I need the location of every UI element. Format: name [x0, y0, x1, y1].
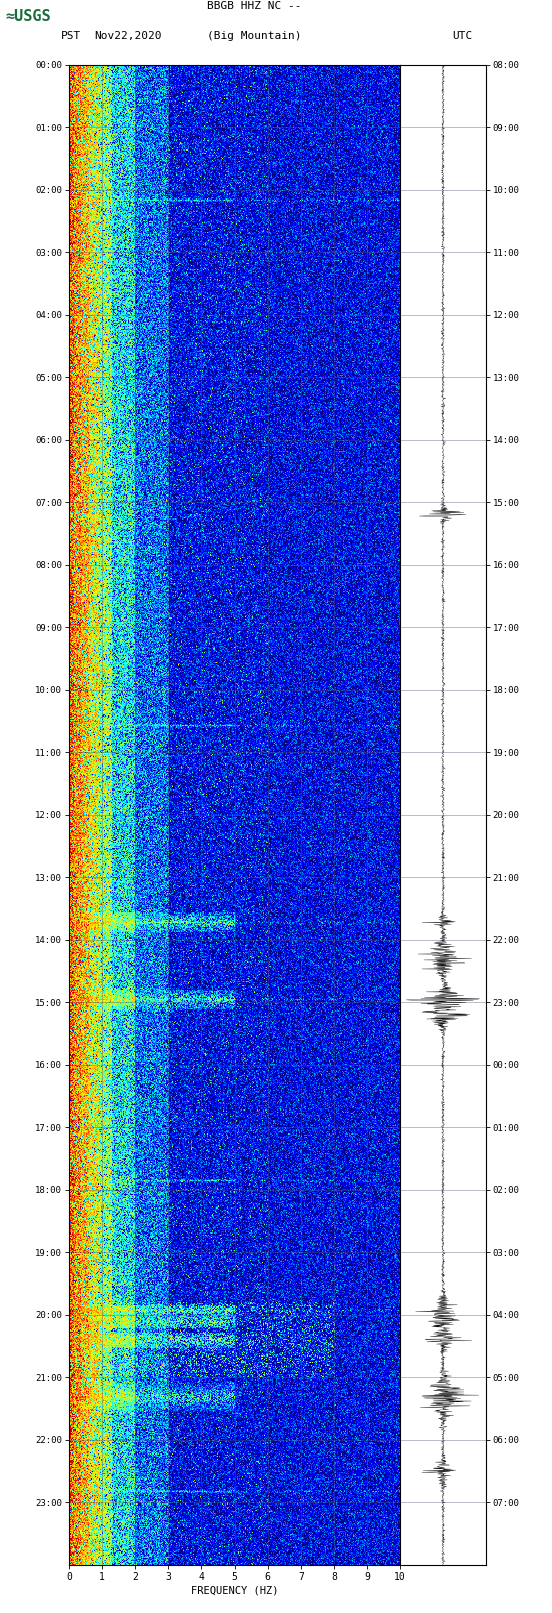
Text: BBGB HHZ NC --: BBGB HHZ NC -- [206, 2, 301, 11]
Text: ≈USGS: ≈USGS [6, 10, 51, 24]
Text: Nov22,2020: Nov22,2020 [94, 31, 161, 40]
Text: PST: PST [61, 31, 81, 40]
Text: (Big Mountain): (Big Mountain) [206, 31, 301, 40]
X-axis label: FREQUENCY (HZ): FREQUENCY (HZ) [191, 1586, 278, 1595]
Text: UTC: UTC [453, 31, 473, 40]
